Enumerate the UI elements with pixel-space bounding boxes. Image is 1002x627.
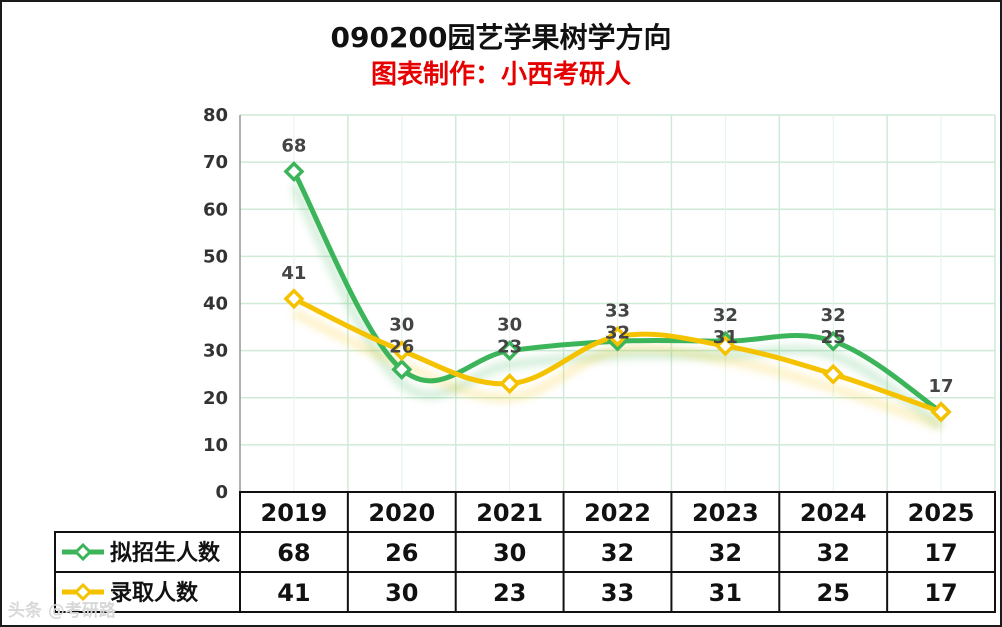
data-label-series-1: 26 bbox=[389, 337, 414, 358]
table-cell: 17 bbox=[924, 579, 957, 607]
data-label-series-1: 68 bbox=[281, 136, 306, 157]
x-tick-label: 2021 bbox=[476, 499, 543, 527]
y-tick-label: 50 bbox=[203, 246, 228, 267]
y-tick-label: 10 bbox=[203, 435, 228, 456]
data-label-series-1: 32 bbox=[821, 305, 846, 326]
data-label-series-1: 32 bbox=[713, 305, 738, 326]
marker-series-2 bbox=[607, 326, 628, 347]
y-tick-label: 30 bbox=[203, 341, 228, 362]
y-tick-label: 70 bbox=[203, 152, 228, 173]
data-label-series-2: 25 bbox=[821, 327, 846, 348]
x-tick-label: 2023 bbox=[692, 499, 759, 527]
x-tick-label: 2024 bbox=[800, 499, 867, 527]
data-label-series-1: 32 bbox=[605, 322, 630, 343]
table-cell: 32 bbox=[601, 539, 634, 567]
data-label-series-2: 30 bbox=[389, 315, 414, 336]
table-cell: 25 bbox=[817, 579, 850, 607]
y-tick-label: 60 bbox=[203, 199, 228, 220]
table-cell: 30 bbox=[385, 579, 418, 607]
marker-series-2 bbox=[283, 288, 305, 310]
table-cell: 32 bbox=[817, 539, 850, 567]
table-cell: 33 bbox=[601, 579, 634, 607]
legend-marker-series-2 bbox=[73, 582, 93, 602]
x-tick-label: 2020 bbox=[368, 499, 435, 527]
table-cell: 17 bbox=[924, 539, 957, 567]
marker-series-1 bbox=[822, 330, 844, 352]
table-cell: 41 bbox=[277, 579, 310, 607]
x-tick-label: 2019 bbox=[261, 499, 328, 527]
legend-marker-series-1 bbox=[73, 542, 93, 562]
marker-series-2 bbox=[391, 340, 413, 362]
legend-label-series-2: 录取人数 bbox=[110, 580, 199, 606]
data-label-series-2: 41 bbox=[281, 263, 306, 284]
x-tick-label: 2025 bbox=[908, 499, 975, 527]
table-cell: 32 bbox=[709, 539, 742, 567]
y-tick-label: 40 bbox=[203, 294, 228, 315]
marker-series-1 bbox=[283, 161, 305, 183]
marker-series-1 bbox=[391, 359, 413, 380]
y-axis: 0 10 20 30 40 50 60 70 80 bbox=[203, 105, 241, 503]
data-label-series-1: 17 bbox=[929, 376, 954, 397]
y-tick-label: 0 bbox=[215, 482, 228, 503]
table-cell: 23 bbox=[493, 579, 526, 607]
marker-series-2 bbox=[930, 401, 952, 423]
x-tick-label: 2022 bbox=[584, 499, 651, 527]
legend-label-series-1: 拟招生人数 bbox=[110, 540, 221, 566]
table-cell: 26 bbox=[385, 539, 418, 567]
series-markers bbox=[283, 161, 952, 423]
marker-series-2 bbox=[714, 335, 736, 357]
chart-title: 090200园艺学果树学方向 bbox=[330, 21, 672, 54]
y-tick-label: 20 bbox=[203, 388, 228, 409]
y-tick-label: 80 bbox=[203, 105, 228, 126]
table-cell: 31 bbox=[709, 579, 742, 607]
data-label-series-2: 31 bbox=[713, 327, 738, 348]
data-table: 2019 2020 2021 2022 2023 2024 2025 拟招生人数 68 26 30 3… bbox=[54, 491, 996, 613]
marker-series-2 bbox=[822, 363, 844, 385]
data-label-series-1: 30 bbox=[497, 315, 522, 336]
marker-series-1 bbox=[499, 340, 521, 362]
marker-series-2 bbox=[499, 373, 521, 395]
table-cell: 30 bbox=[493, 539, 526, 567]
watermark: 头条 @考研路 bbox=[8, 601, 116, 621]
chart-subtitle: 图表制作：小西考研人 bbox=[370, 60, 631, 90]
table-cell: 68 bbox=[277, 539, 310, 567]
data-label-series-2: 33 bbox=[605, 300, 630, 321]
data-label-series-2: 23 bbox=[497, 337, 522, 358]
